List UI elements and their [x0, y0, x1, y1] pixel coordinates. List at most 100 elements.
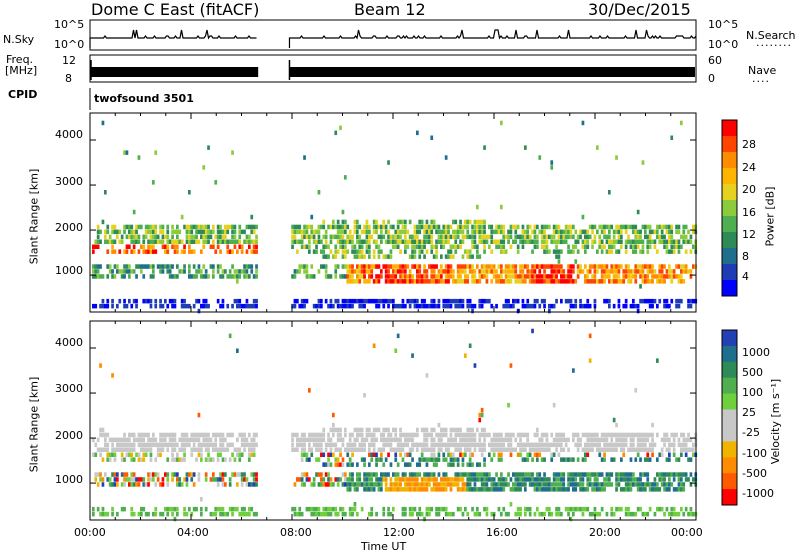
- cell: [147, 249, 150, 254]
- cell: [598, 452, 602, 457]
- cell: [344, 303, 347, 309]
- cell: [461, 264, 465, 269]
- cell: [329, 437, 333, 443]
- cell: [620, 279, 623, 284]
- cell: [543, 472, 546, 477]
- cell: [377, 482, 381, 487]
- cell: [171, 274, 174, 279]
- cell: [209, 442, 213, 448]
- cell: [444, 477, 448, 482]
- cell: [620, 487, 623, 492]
- cell: [574, 482, 578, 487]
- cell: [420, 511, 424, 517]
- cell: [593, 239, 597, 244]
- cell: [572, 432, 575, 438]
- cell: [639, 239, 642, 244]
- cell: [680, 506, 683, 512]
- cell: [684, 442, 688, 448]
- cell: [459, 229, 462, 235]
- cell: [336, 457, 340, 462]
- cell: [574, 279, 578, 284]
- cell: [490, 482, 494, 487]
- cell: [656, 224, 659, 230]
- cell: [562, 229, 566, 235]
- cell: [416, 244, 419, 249]
- cell: [653, 229, 657, 235]
- cell: [540, 239, 544, 244]
- cell: [564, 506, 568, 512]
- cell: [420, 239, 424, 244]
- cell: [171, 244, 174, 249]
- cell: [574, 442, 578, 448]
- cell: [471, 224, 474, 230]
- cell: [108, 264, 112, 269]
- cell: [540, 274, 544, 279]
- cell: [298, 442, 302, 448]
- cell: [365, 249, 369, 254]
- cell: [670, 224, 674, 230]
- cell: [531, 447, 534, 452]
- cell: [190, 511, 194, 517]
- cell: [516, 477, 520, 482]
- cell: [449, 274, 453, 279]
- cell: [195, 224, 198, 230]
- cell: [488, 298, 491, 304]
- cell: [447, 462, 450, 467]
- cell: [615, 269, 618, 274]
- cell: [684, 269, 688, 274]
- cell: [132, 234, 136, 240]
- cell: [336, 462, 340, 467]
- cell: [536, 457, 539, 462]
- cell: [346, 298, 350, 304]
- cell: [514, 269, 518, 274]
- cell: [101, 511, 105, 517]
- cell: [507, 472, 510, 477]
- cell: [425, 477, 429, 482]
- cell: [466, 234, 470, 240]
- cell: [502, 239, 506, 244]
- cell: [646, 234, 650, 240]
- cell: [118, 249, 122, 254]
- cell: [536, 279, 539, 284]
- cell: [344, 482, 347, 487]
- cell: [140, 269, 143, 274]
- cell: [557, 432, 561, 438]
- cell: [111, 373, 114, 378]
- cell: [646, 224, 650, 230]
- cell: [459, 442, 462, 448]
- cell: [584, 452, 587, 457]
- cell: [293, 511, 297, 517]
- cell: [423, 254, 426, 259]
- cell: [519, 442, 522, 448]
- cell: [444, 274, 448, 279]
- cell: [466, 298, 470, 304]
- cell: [461, 487, 465, 492]
- cell: [452, 269, 455, 274]
- cell: [159, 511, 162, 517]
- cell: [588, 303, 592, 309]
- cell: [663, 298, 666, 304]
- cell: [351, 477, 354, 482]
- cell: [420, 427, 424, 433]
- cell: [644, 264, 647, 269]
- cell: [358, 244, 362, 249]
- cell: [596, 145, 599, 150]
- cell: [471, 308, 474, 314]
- cell: [178, 437, 182, 443]
- cell: [593, 437, 597, 443]
- cell: [183, 506, 186, 512]
- cell: [464, 249, 467, 254]
- cell: [444, 224, 448, 230]
- cell: [336, 432, 340, 438]
- cell: [564, 234, 568, 240]
- cell: [228, 482, 232, 487]
- cell: [456, 487, 460, 492]
- cell: [665, 432, 669, 438]
- cell: [492, 477, 496, 482]
- cell: [680, 477, 683, 482]
- cell: [344, 298, 347, 304]
- cell: [560, 447, 563, 452]
- cell: [622, 487, 626, 492]
- cell: [576, 264, 580, 269]
- cell: [449, 482, 453, 487]
